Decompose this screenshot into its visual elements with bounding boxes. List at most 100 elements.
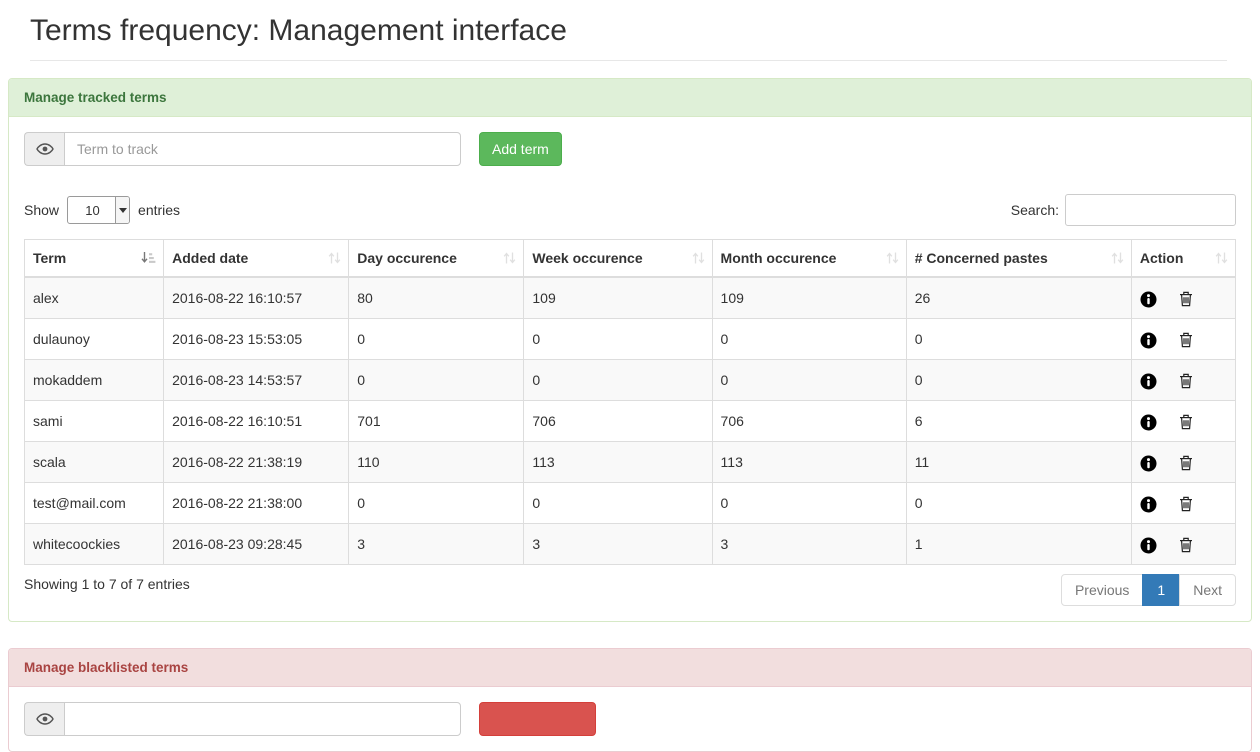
term-delete-button[interactable]: [1179, 291, 1193, 307]
page-title: Terms frequency: Management interface: [30, 10, 1227, 61]
sort-both-icon: [692, 252, 705, 265]
added-date-cell: 2016-08-23 15:53:05: [163, 318, 350, 360]
term-info-button[interactable]: [1140, 291, 1157, 308]
term-cell: dulaunoy: [23, 318, 165, 360]
trash-icon: [1179, 538, 1193, 556]
concerned-pastes-cell: 0: [905, 318, 1132, 360]
table-row: scala 2016-08-22 21:38:19 110 113 113 11: [23, 441, 1237, 483]
day-occurence-cell: 3: [348, 523, 525, 565]
trash-icon: [1179, 333, 1193, 351]
tracked-terms-table: Term Added date: [23, 239, 1237, 565]
week-occurence-cell: 706: [523, 400, 713, 442]
month-occurence-cell: 109: [711, 276, 907, 319]
tracked-terms-panel: Manage tracked terms Add term Show: [8, 78, 1252, 622]
term-input-group: [24, 132, 461, 166]
term-delete-button[interactable]: [1179, 455, 1193, 471]
term-info-button[interactable]: [1140, 496, 1157, 513]
column-header-action[interactable]: Action: [1130, 239, 1237, 278]
table-row: alex 2016-08-22 16:10:57 80 109 109 26: [23, 276, 1237, 319]
month-occurence-cell: 113: [711, 441, 907, 483]
term-info-button[interactable]: [1140, 414, 1157, 431]
table-row: sami 2016-08-22 16:10:51 701 706 706 6: [23, 400, 1237, 442]
action-cell: [1130, 318, 1237, 360]
concerned-pastes-cell: 26: [905, 276, 1132, 319]
eye-icon: [24, 702, 64, 736]
trash-icon: [1179, 292, 1193, 310]
term-cell: sami: [23, 400, 165, 442]
entries-label: entries: [138, 202, 181, 218]
term-delete-button[interactable]: [1179, 414, 1193, 430]
column-header-month-occurence[interactable]: Month occurence: [711, 239, 907, 278]
term-info-button[interactable]: [1140, 332, 1157, 349]
term-delete-button[interactable]: [1179, 373, 1193, 389]
search-label: Search:: [1010, 202, 1059, 218]
trash-icon: [1179, 497, 1193, 515]
day-occurence-cell: 110: [348, 441, 525, 483]
action-cell: [1130, 482, 1237, 524]
day-occurence-cell: 0: [348, 318, 525, 360]
term-to-track-input[interactable]: [64, 132, 461, 166]
concerned-pastes-cell: 0: [905, 482, 1132, 524]
search-input[interactable]: [1065, 194, 1236, 226]
info-circle-icon: [1140, 373, 1157, 393]
term-delete-button[interactable]: [1179, 496, 1193, 512]
week-occurence-cell: 0: [523, 482, 713, 524]
added-date-cell: 2016-08-22 16:10:51: [163, 400, 350, 442]
info-circle-icon: [1140, 537, 1157, 557]
action-cell: [1130, 523, 1237, 565]
table-row: dulaunoy 2016-08-23 15:53:05 0 0 0 0: [23, 318, 1237, 360]
term-cell: test@mail.com: [23, 482, 165, 524]
added-date-cell: 2016-08-23 09:28:45: [163, 523, 350, 565]
term-info-button[interactable]: [1140, 537, 1157, 554]
term-delete-button[interactable]: [1179, 332, 1193, 348]
column-header-added-date[interactable]: Added date: [163, 239, 350, 278]
trash-icon: [1179, 374, 1193, 392]
blacklist-term-input[interactable]: [64, 702, 461, 736]
term-info-button[interactable]: [1140, 455, 1157, 472]
pagination-page-1[interactable]: 1: [1142, 574, 1181, 606]
column-header-day-occurence[interactable]: Day occurence: [348, 239, 525, 278]
term-delete-button[interactable]: [1179, 537, 1193, 553]
column-header-term[interactable]: Term: [23, 239, 165, 278]
concerned-pastes-cell: 0: [905, 359, 1132, 401]
term-cell: scala: [23, 441, 165, 483]
pagination-previous[interactable]: Previous: [1060, 574, 1144, 606]
action-cell: [1130, 441, 1237, 483]
added-date-cell: 2016-08-23 14:53:57: [163, 359, 350, 401]
added-date-cell: 2016-08-22 21:38:19: [163, 441, 350, 483]
show-label: Show: [24, 202, 60, 218]
week-occurence-cell: 0: [523, 359, 713, 401]
eye-icon: [24, 132, 64, 166]
pagination: Previous 1 Next: [1060, 574, 1236, 606]
table-footer: Showing 1 to 7 of 7 entries Previous 1 N…: [24, 565, 1236, 606]
day-occurence-cell: 0: [348, 359, 525, 401]
concerned-pastes-cell: 1: [905, 523, 1132, 565]
table-header-row: Term Added date: [23, 239, 1237, 278]
info-circle-icon: [1140, 414, 1157, 434]
week-occurence-cell: 109: [523, 276, 713, 319]
pagination-next[interactable]: Next: [1179, 574, 1236, 606]
info-circle-icon: [1140, 291, 1157, 311]
blacklisted-terms-panel: Manage blacklisted terms: [8, 648, 1252, 752]
tracked-panel-heading: Manage tracked terms: [9, 79, 1251, 117]
sort-both-icon: [328, 252, 341, 265]
term-cell: mokaddem: [23, 359, 165, 401]
sort-both-icon: [886, 252, 899, 265]
add-term-button[interactable]: Add term: [479, 132, 562, 166]
blacklist-term-row: [24, 702, 1236, 736]
column-header-concerned-pastes[interactable]: # Concerned pastes: [905, 239, 1132, 278]
month-occurence-cell: 706: [711, 400, 907, 442]
blacklisted-panel-heading: Manage blacklisted terms: [9, 649, 1251, 687]
trash-icon: [1179, 415, 1193, 433]
week-occurence-cell: 113: [523, 441, 713, 483]
term-info-button[interactable]: [1140, 373, 1157, 390]
page-length-control: Show 10 entries: [24, 196, 180, 224]
week-occurence-cell: 0: [523, 318, 713, 360]
table-row: mokaddem 2016-08-23 14:53:57 0 0 0 0: [23, 359, 1237, 401]
page-length-select[interactable]: 10: [67, 196, 131, 224]
column-header-week-occurence[interactable]: Week occurence: [523, 239, 713, 278]
sort-ascending-icon: [141, 251, 156, 265]
blacklist-input-group: [24, 702, 461, 736]
sort-both-icon: [1215, 252, 1228, 265]
blacklist-term-button[interactable]: [479, 702, 596, 736]
